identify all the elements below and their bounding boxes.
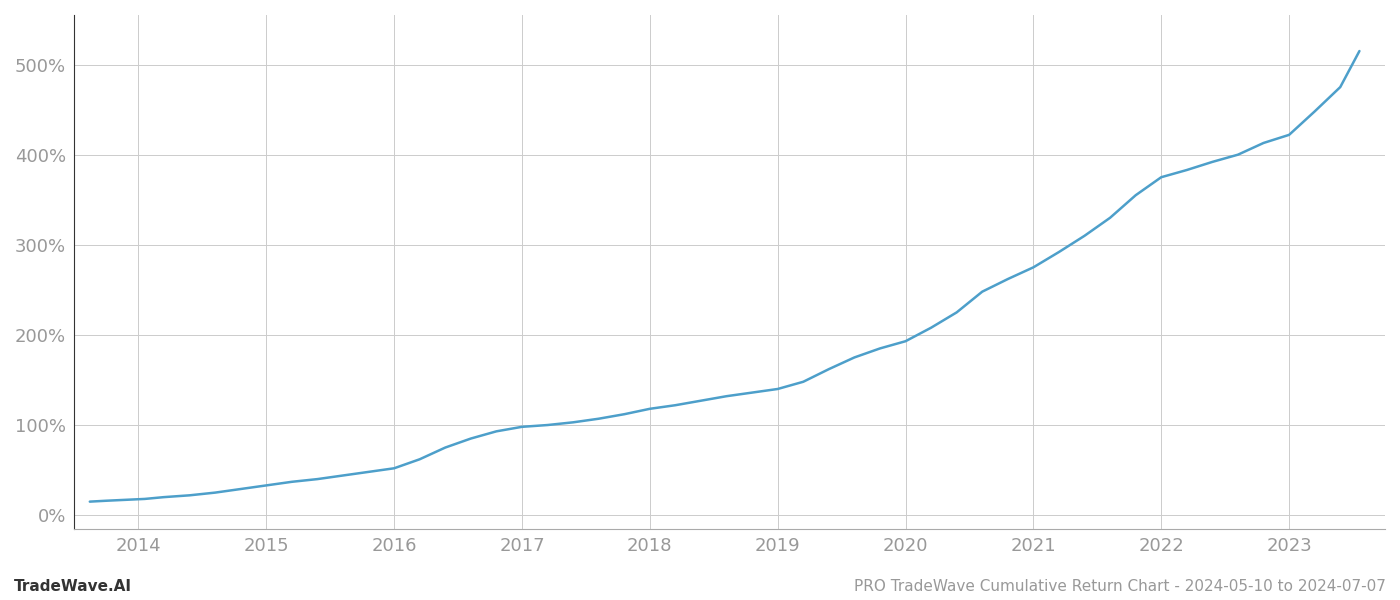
Text: PRO TradeWave Cumulative Return Chart - 2024-05-10 to 2024-07-07: PRO TradeWave Cumulative Return Chart - … bbox=[854, 579, 1386, 594]
Text: TradeWave.AI: TradeWave.AI bbox=[14, 579, 132, 594]
